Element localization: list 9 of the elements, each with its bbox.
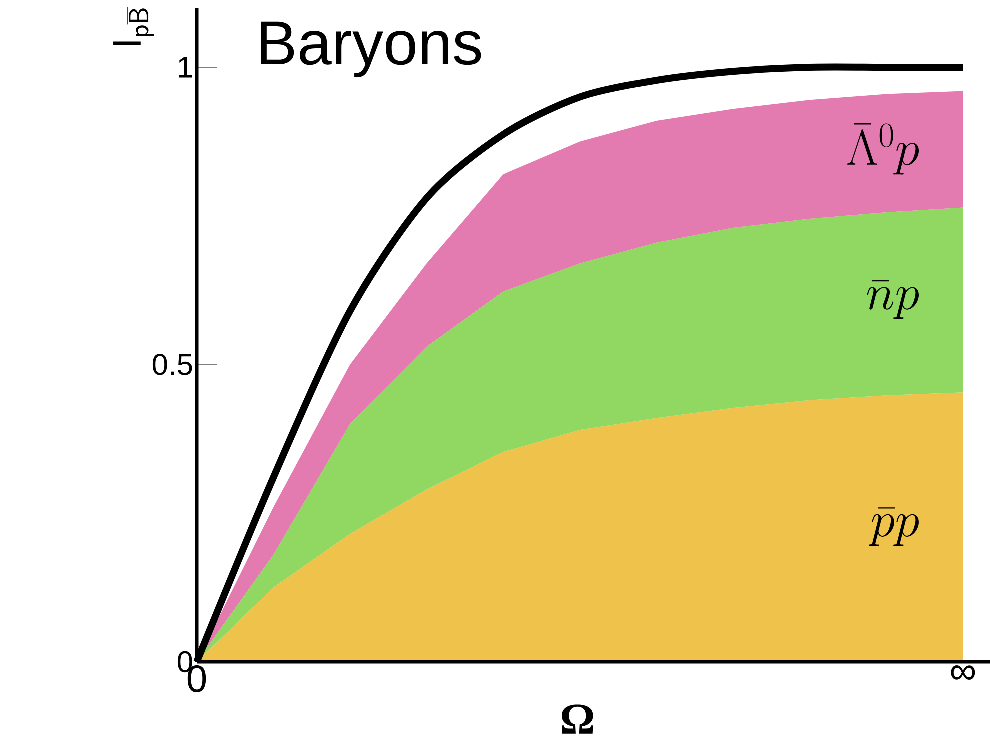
y-tick-label: 0.5 bbox=[152, 354, 192, 376]
chart-title: Baryons bbox=[261, 22, 482, 78]
x-axis-title: Ω bbox=[562, 704, 594, 734]
series-label: $\bar{p}p$ bbox=[868, 508, 919, 546]
x-tick-label: ∞ bbox=[951, 666, 976, 680]
series-label: $\bar{n}p$ bbox=[867, 280, 919, 320]
series-label: $\bar{\Lambda}^0p$ bbox=[848, 124, 920, 175]
y-axis-title: $\mathsf{I}_{\mathsf{p}\overline{\mathsf{B}}}$ bbox=[113, 7, 154, 46]
y-tick-label: 1 bbox=[179, 57, 192, 78]
